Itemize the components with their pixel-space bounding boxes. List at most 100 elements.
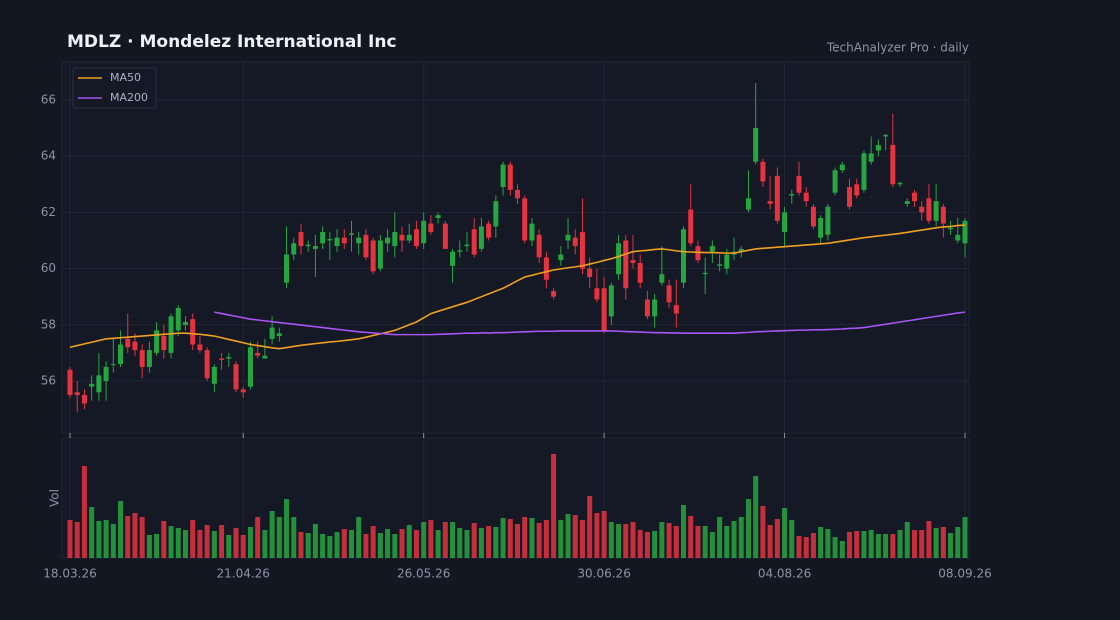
candle-body	[933, 201, 939, 221]
candle-body	[204, 350, 210, 379]
grid: 56 58 60 62 64 66 18.03.26 21.04.26 26.05.26 30.0…	[41, 62, 992, 581]
candle-body	[724, 254, 730, 269]
volume-bar	[933, 528, 939, 558]
candle-body	[240, 389, 246, 393]
y-tick-label: 56	[41, 374, 56, 388]
candle-body	[298, 232, 304, 247]
volume-bar	[594, 513, 600, 558]
volume-bar	[745, 499, 751, 558]
candle-body	[883, 135, 889, 137]
volume-bar	[110, 524, 116, 558]
y-tick-label: 58	[41, 317, 56, 331]
candle-body	[904, 201, 910, 204]
volume-bar	[421, 522, 427, 558]
volume-bar	[673, 526, 679, 558]
volume-bar	[139, 517, 145, 558]
candle-body	[392, 232, 398, 247]
candle-body	[572, 237, 578, 247]
volume-bar	[413, 530, 419, 558]
volume-bar	[377, 533, 383, 558]
candle-body	[608, 285, 614, 317]
candle-body	[305, 244, 311, 247]
legend: MA50 MA200	[72, 67, 157, 109]
candle-body	[291, 243, 297, 255]
volume-bar	[399, 529, 405, 558]
volume-bar	[810, 533, 816, 558]
candle-body	[197, 344, 203, 351]
candle-body	[789, 194, 795, 196]
volume-bar	[652, 531, 658, 558]
chart-title: MDLZ · Mondelez International Inc	[67, 32, 397, 52]
volume-bar	[450, 522, 456, 558]
candle-body	[695, 246, 701, 261]
candle-body	[767, 201, 773, 204]
volume-bar	[688, 516, 694, 558]
candle-body	[536, 234, 542, 258]
candle-body	[211, 366, 217, 384]
candle-body	[825, 206, 831, 235]
volume-bar	[738, 517, 744, 558]
volume-label: Vol	[48, 489, 62, 507]
candle-body	[89, 383, 95, 387]
volume-bar	[616, 524, 622, 558]
volume-bar	[919, 530, 925, 558]
volume-bar	[81, 466, 87, 558]
volume-bar	[269, 511, 275, 558]
candle-body	[182, 321, 188, 325]
volume-bar	[551, 454, 557, 558]
candle-body	[500, 164, 506, 188]
volume-bar	[601, 511, 607, 558]
volume-bar	[219, 525, 225, 558]
candle-body	[356, 237, 362, 244]
candle-body	[146, 350, 152, 367]
volume-bar	[197, 530, 203, 558]
candle-body	[464, 244, 470, 247]
volume-bar	[255, 517, 261, 558]
volume-bar	[363, 534, 369, 558]
candle-body	[897, 182, 903, 185]
volume-bar	[291, 517, 297, 558]
candle-body	[659, 274, 665, 283]
y-tick-label: 62	[41, 205, 56, 219]
volume-bar	[298, 532, 304, 558]
candle-body	[529, 223, 535, 241]
volume-bar	[753, 476, 759, 558]
candle-body	[558, 254, 564, 261]
candle-body	[450, 251, 456, 266]
volume-bar	[240, 535, 246, 558]
volume-bar	[522, 517, 528, 558]
volume-bar	[226, 535, 232, 558]
volume-bar	[724, 526, 730, 558]
candle-body	[681, 229, 687, 283]
volume-bar	[442, 522, 448, 558]
volume-bar	[392, 534, 398, 558]
volume-bar	[637, 530, 643, 558]
volume-bar	[709, 532, 715, 558]
candle-body	[74, 392, 80, 396]
volume-bar	[305, 533, 311, 558]
x-tick-label: 04.08.26	[758, 567, 811, 581]
candle-body	[161, 336, 167, 351]
marks	[67, 83, 968, 558]
candle-body	[399, 234, 405, 241]
candle-body	[154, 330, 160, 353]
x-tick-label: 30.06.26	[577, 567, 630, 581]
candle-body	[385, 237, 391, 244]
candle-body	[796, 175, 802, 193]
volume-bar	[478, 528, 484, 558]
candle-body	[370, 240, 376, 272]
candle-body	[673, 305, 679, 314]
moving-average-line	[69, 224, 966, 350]
candle-body	[601, 288, 607, 331]
volume-bar	[782, 508, 788, 558]
candle-body	[948, 227, 954, 230]
volume-bar	[161, 521, 167, 558]
candle-body	[623, 240, 629, 289]
volume-bar	[175, 528, 181, 558]
candle-body	[81, 395, 87, 404]
candle-body	[760, 161, 766, 182]
volume-bar	[132, 513, 138, 558]
volume-bar	[789, 520, 795, 558]
volume-bar	[767, 525, 773, 558]
volume-bar	[774, 519, 780, 558]
